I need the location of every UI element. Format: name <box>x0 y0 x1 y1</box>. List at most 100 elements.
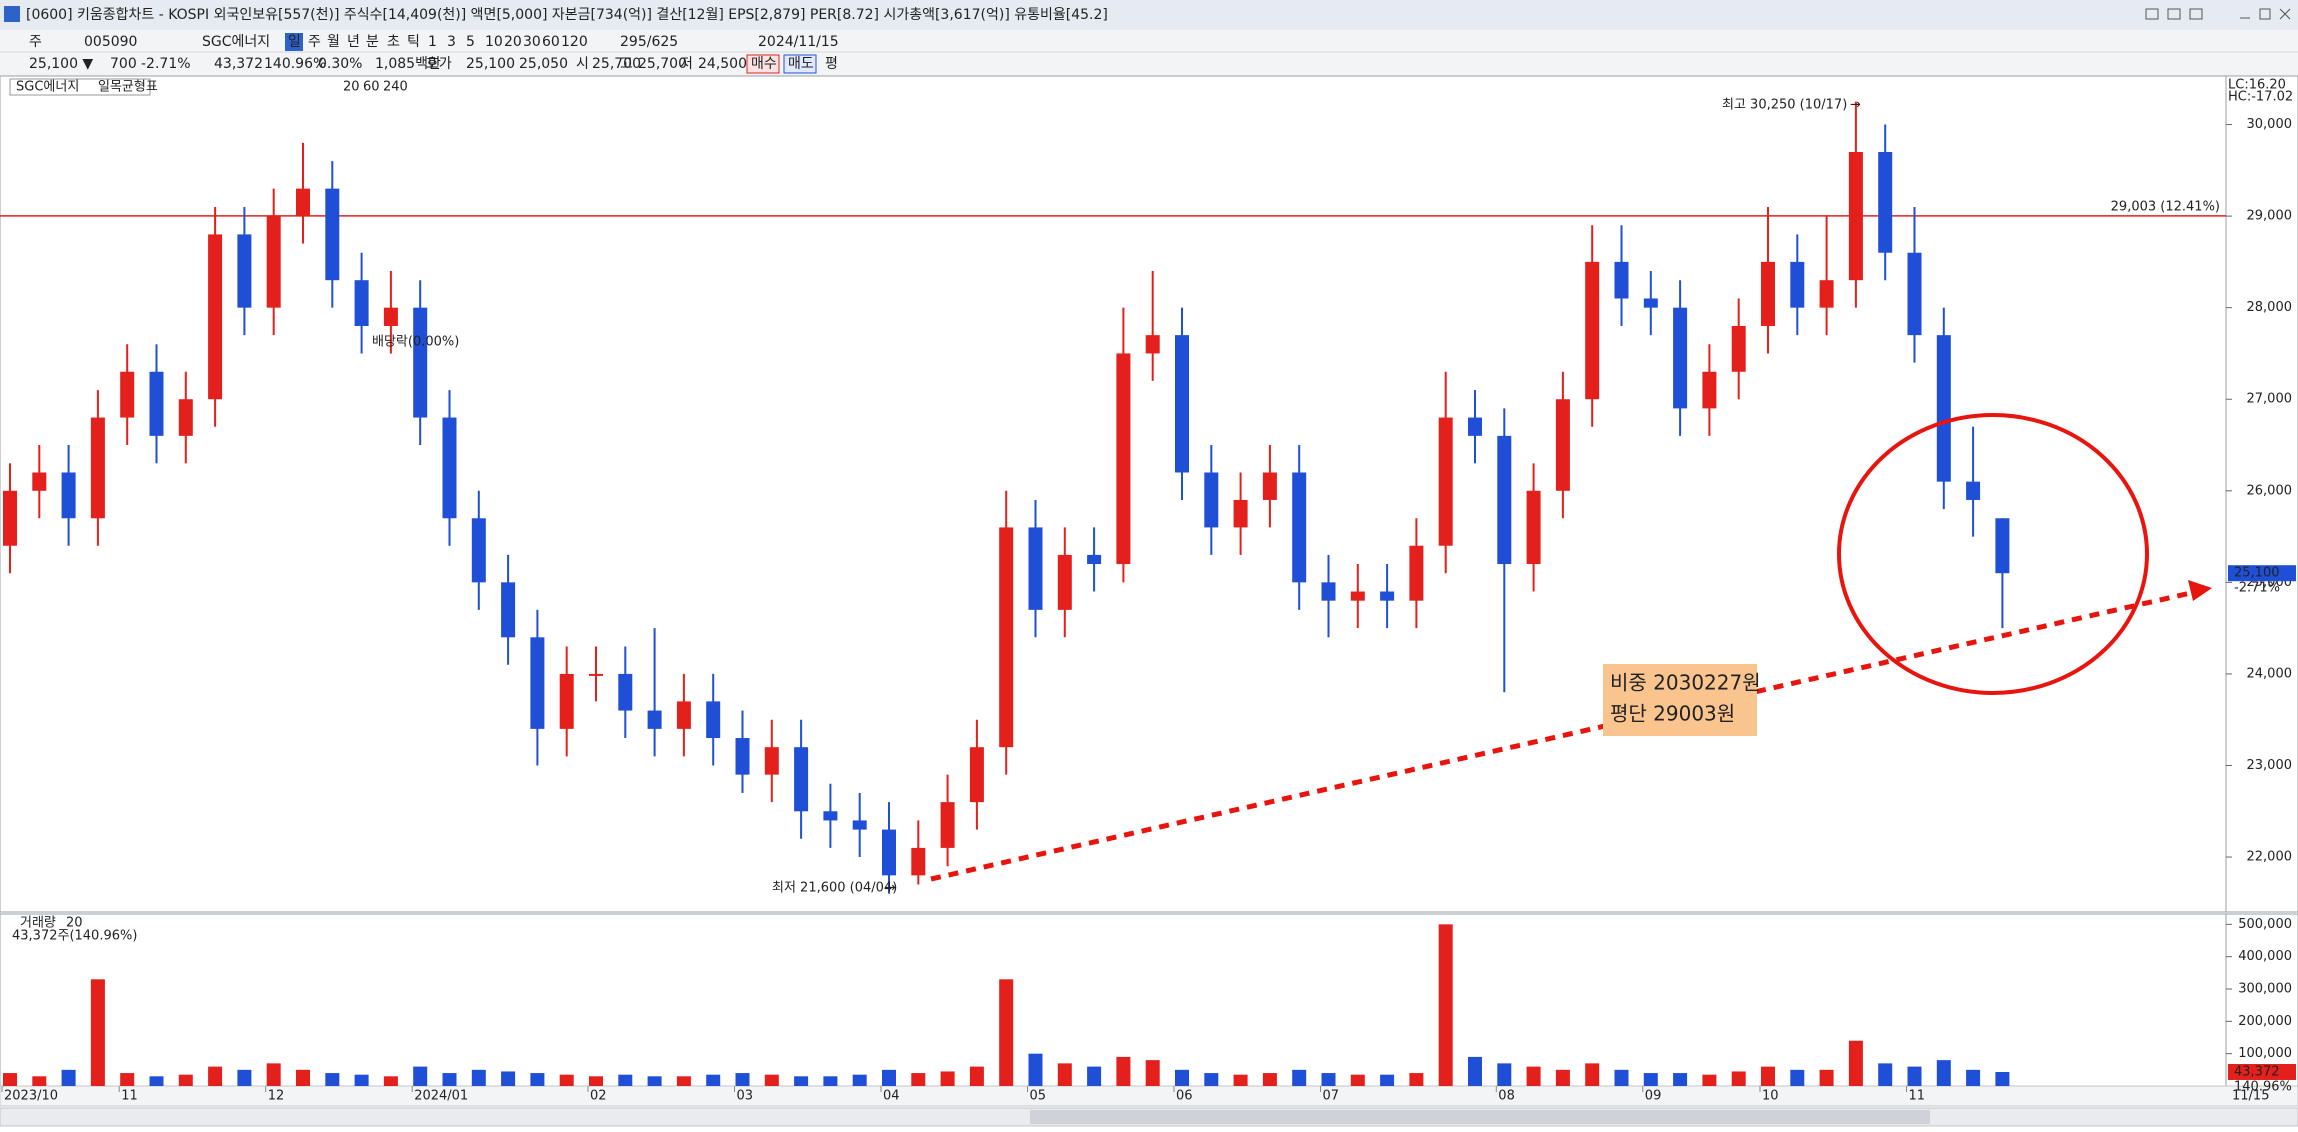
close[interactable] <box>2279 8 2291 20</box>
volume-bar <box>911 1073 926 1086</box>
toolbar-item: 43,372 <box>214 56 263 72</box>
scroll-thumb[interactable] <box>1030 1110 1930 1124</box>
y-tick-label: 27,000 <box>2247 392 2293 407</box>
toolbar-item[interactable]: 295/625 <box>620 34 678 50</box>
buy-button[interactable] <box>746 54 780 74</box>
toolbar-item[interactable]: 10 <box>485 34 503 50</box>
toolbar-item[interactable]: 일 <box>288 34 301 50</box>
x-tick-label: 06 <box>1176 1089 1193 1104</box>
volume-bar <box>1848 1040 1863 1086</box>
volume-bar <box>823 1076 838 1086</box>
window-controls[interactable] <box>2145 8 2291 20</box>
toolbar-item[interactable]: 20 <box>504 34 522 50</box>
volume-bar <box>1175 1069 1189 1086</box>
toolbar-item[interactable]: 60 <box>542 34 560 50</box>
period-selected[interactable] <box>285 33 303 51</box>
volume-bar <box>559 1074 574 1086</box>
volume-bar <box>1966 1069 1981 1086</box>
level-label: 29,003 (12.41%) <box>2111 199 2220 214</box>
toolbar-item[interactable]: 매수 <box>751 56 777 72</box>
candle-body <box>1175 335 1189 473</box>
toolbar-item[interactable]: 주 <box>29 34 42 50</box>
candle-body <box>120 371 135 418</box>
toolbar-item[interactable]: 30 <box>523 34 541 50</box>
volume-bar <box>1233 1074 1248 1086</box>
candle-body <box>852 820 867 830</box>
volume-bar <box>178 1074 193 1086</box>
toolbar-item[interactable]: 005090 <box>84 34 137 50</box>
volume-bar <box>1555 1069 1570 1086</box>
candle-body <box>90 417 105 519</box>
volume-bar <box>354 1074 369 1086</box>
control-icon[interactable] <box>2145 8 2159 20</box>
y-tick-label: 23,000 <box>2247 758 2293 773</box>
y-tick-label: 24,000 <box>2247 666 2293 681</box>
toolbar-item[interactable]: 120 <box>561 34 588 50</box>
toolbar-item[interactable]: 틱 <box>407 34 420 50</box>
candle-body <box>413 307 428 418</box>
toolbar-item[interactable]: 주 <box>308 34 321 50</box>
arrow-head <box>2188 580 2212 601</box>
volume-bar <box>1438 924 1453 1086</box>
date-axis <box>0 1085 2298 1107</box>
toolbar-item[interactable]: 매도 <box>788 56 814 72</box>
volume-bar <box>32 1076 47 1086</box>
volume-bar <box>120 1073 135 1086</box>
control-icon[interactable] <box>2189 8 2203 20</box>
volume-bar <box>1204 1073 1219 1086</box>
candle-body <box>1262 472 1277 500</box>
candle-body <box>1116 353 1131 565</box>
toolbar-item[interactable]: 5 <box>466 34 475 50</box>
candle-body <box>1936 335 1951 482</box>
y-tick-label: 22,000 <box>2247 850 2293 865</box>
candle-body <box>1673 307 1688 409</box>
candle-body <box>149 371 164 436</box>
candle-body <box>1204 472 1219 528</box>
toolbar-item[interactable]: 년 <box>347 34 360 50</box>
volume-bar <box>442 1073 457 1086</box>
last-volume-ratio: 140.96% <box>2234 1079 2292 1094</box>
legend-stock: SGC에너지 <box>16 80 79 95</box>
toolbar-item[interactable]: 평 <box>825 56 838 72</box>
last-volume-box <box>2228 1063 2296 1080</box>
toolbar-item[interactable]: SGC에너지 <box>202 34 270 50</box>
volume-bar <box>1819 1069 1834 1086</box>
toolbar-item[interactable]: 2024/11/15 <box>758 34 839 50</box>
volume-bar <box>1057 1063 1072 1086</box>
candle-body <box>1292 472 1307 583</box>
volume-bar <box>1468 1056 1482 1086</box>
y-tick-label: 30,000 <box>2247 117 2293 132</box>
candle-body <box>1321 582 1336 601</box>
toolbar-item[interactable]: 3 <box>447 34 456 50</box>
last-volume-label: 43,372 <box>2234 1064 2280 1079</box>
y-tick-label: 400,000 <box>2238 949 2292 964</box>
control-icon[interactable] <box>2167 8 2181 20</box>
candle-body <box>471 518 486 583</box>
x-tick-label: 07 <box>1323 1089 1340 1104</box>
candle-body <box>676 701 691 729</box>
candle-body <box>559 673 574 729</box>
candle-body <box>589 673 603 676</box>
candle-body <box>1057 554 1072 610</box>
candle-body <box>1468 417 1482 436</box>
candle-body <box>3 490 17 546</box>
sell-button[interactable] <box>783 54 817 74</box>
x-tick-label: 11 <box>1909 1089 1926 1104</box>
toolbar-item[interactable]: 1 <box>428 34 437 50</box>
toolbar-item[interactable]: 분 <box>366 34 379 50</box>
volume-bar <box>208 1066 223 1086</box>
candle-body <box>1087 554 1102 565</box>
last-change-label: -2.71% <box>2234 581 2280 596</box>
candle-body <box>32 472 47 491</box>
candle-body <box>1761 261 1775 326</box>
candle-body <box>1438 417 1453 546</box>
toolbar-item[interactable]: 초 <box>387 34 400 50</box>
toolbar-item[interactable]: 월 <box>327 34 340 50</box>
volume-bar <box>1731 1071 1746 1086</box>
volume-bar <box>413 1066 428 1086</box>
volume-bar <box>1614 1069 1629 1086</box>
maximize[interactable] <box>2259 8 2271 20</box>
volume-bar <box>1262 1073 1277 1086</box>
dividend-annotation: 배당락(0.00%) <box>372 335 459 350</box>
